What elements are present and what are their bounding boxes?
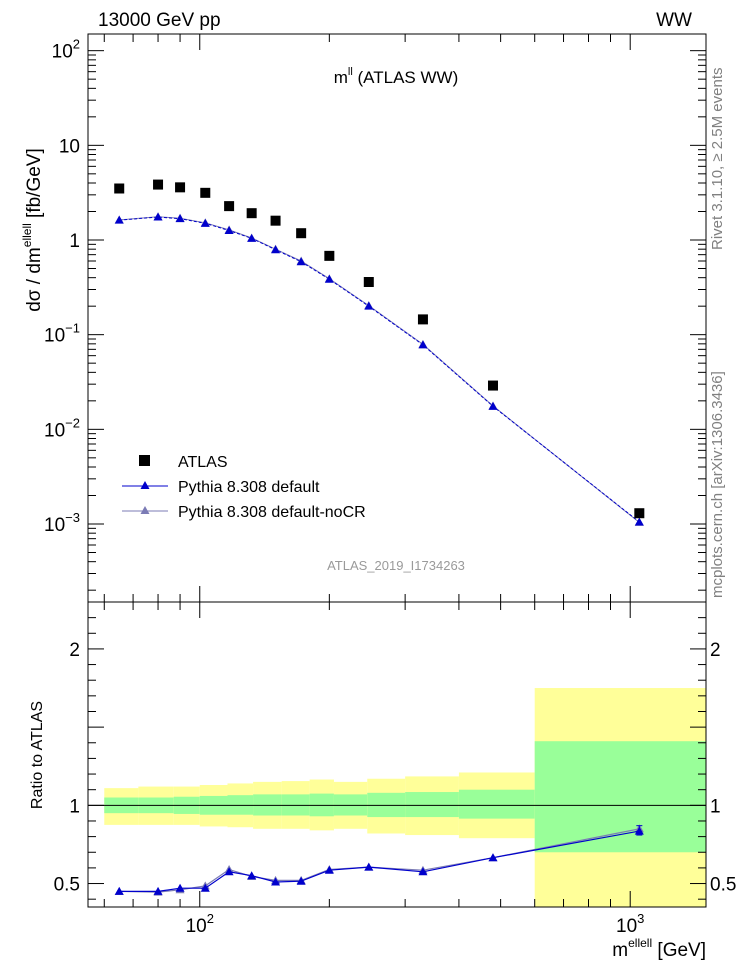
legend-label-atlas: ATLAS <box>178 454 228 471</box>
ratio-marks <box>114 824 644 896</box>
main-point-series-1-6 <box>271 245 281 254</box>
legend-marker-atlas <box>139 455 150 466</box>
ratio-ytick-labels: 0.5 0.5 1 1 2 2 <box>54 640 737 896</box>
main-point-series-1-1 <box>153 212 163 221</box>
main-ytick-label-4: 10−2 <box>44 415 80 441</box>
ratio-ylabel: Ratio to ATLAS <box>29 701 46 809</box>
main-point-series-1-4 <box>224 226 234 235</box>
main-point-atlas-11 <box>487 380 498 391</box>
plot-title: mll (ATLAS WW) <box>334 66 459 87</box>
ratio-point-series-0-5 <box>247 871 257 880</box>
side-text-bottom: mcplots.cern.ch [arXiv:1306.3436] <box>709 371 726 598</box>
ratio-point-series-0-0 <box>114 886 124 895</box>
main-point-atlas-8 <box>324 250 335 261</box>
main-point-atlas-5 <box>246 208 257 219</box>
main-point-series-1-7 <box>296 257 306 266</box>
main-point-atlas-6 <box>270 215 281 226</box>
main-ytick-label-2: 1 <box>69 231 80 252</box>
main-point-series-1-8 <box>324 274 334 283</box>
main-ytick-label-5: 10−3 <box>44 510 80 536</box>
main-point-series-1-9 <box>364 301 374 310</box>
ratio-point-series-0-1 <box>153 886 163 895</box>
legend-label-default: Pythia 8.308 default <box>178 479 320 496</box>
xtick-label-0: 102 <box>186 911 214 937</box>
main-point-atlas-9 <box>363 277 374 288</box>
ratio-panel: 0.5 0.5 1 1 2 2 102 103 Ratio to ATLAS mellell… <box>29 601 737 961</box>
ratio-point-series-0-3 <box>200 883 210 892</box>
ratio-ticks <box>88 601 706 907</box>
main-point-series-1-12 <box>634 517 644 526</box>
xtick-labels: 102 103 <box>186 911 645 937</box>
ratio-ytick-label-left-2: 2 <box>69 640 80 661</box>
ratio-point-series-0-10 <box>418 867 428 876</box>
ratio-bands <box>88 688 706 907</box>
main-ytick-labels: 102 10 1 10−1 10−2 10−3 <box>44 37 80 536</box>
ratio-ytick-label-right-1: 1 <box>710 796 721 817</box>
main-marks <box>114 179 645 526</box>
main-point-series-1-3 <box>200 218 210 227</box>
ratio-ytick-label-left-1: 1 <box>69 796 80 817</box>
ratio-point-series-0-11 <box>488 853 498 862</box>
ratio-point-series-0-9 <box>364 862 374 871</box>
main-point-series-1-2 <box>175 214 185 223</box>
ratio-ytick-label-right-0: 0.5 <box>710 875 736 896</box>
ratio-band-stat-12 <box>534 741 706 853</box>
ratio-ytick-label-left-0: 0.5 <box>54 875 80 896</box>
main-ticks <box>88 34 706 602</box>
main-ytick-label-3: 10−1 <box>44 321 80 347</box>
ratio-point-series-0-4 <box>224 867 234 876</box>
main-point-atlas-0 <box>114 183 125 194</box>
header-left: 13000 GeV pp <box>98 10 221 31</box>
main-point-series-1-11 <box>488 401 498 410</box>
header-right: WW <box>656 10 692 31</box>
ratio-point-series-0-7 <box>296 876 306 885</box>
ratio-frame <box>87 601 707 908</box>
main-point-series-1-10 <box>418 340 428 349</box>
ratio-band-stat-10 <box>405 792 459 818</box>
main-ytick-label-0: 102 <box>52 37 80 63</box>
xlabel: mellell [GeV] <box>612 936 706 961</box>
main-ylabel: dσ / dmellell [fb/GeV] <box>20 148 45 312</box>
main-point-atlas-1 <box>153 179 164 190</box>
ratio-band-stat-11 <box>458 789 535 819</box>
ratio-point-series-0-2 <box>175 883 185 892</box>
legend-marker-default <box>140 481 150 489</box>
main-point-atlas-4 <box>224 201 235 212</box>
legend-marker-nocr <box>140 506 150 514</box>
legend-label-nocr: Pythia 8.308 default-noCR <box>178 504 366 521</box>
main-panel: 102 10 1 10−1 10−2 10−3 mll (ATLAS WW) dσ / d… <box>20 33 707 603</box>
main-ytick-label-1: 10 <box>59 136 80 157</box>
main-point-atlas-10 <box>417 314 428 325</box>
xtick-label-1: 103 <box>616 911 644 937</box>
main-point-atlas-2 <box>175 182 186 193</box>
main-point-series-1-0 <box>114 215 124 224</box>
ratio-ytick-label-right-2: 2 <box>710 640 721 661</box>
side-text-top: Rivet 3.1.10, ≥ 2.5M events <box>709 68 726 251</box>
ratio-point-series-0-8 <box>324 865 334 874</box>
main-point-atlas-7 <box>296 228 307 239</box>
analysis-watermark: ATLAS_2019_I1734263 <box>327 558 465 573</box>
main-point-atlas-3 <box>200 187 211 198</box>
legend: ATLAS Pythia 8.308 default Pythia 8.308 … <box>122 454 366 521</box>
main-point-atlas-12 <box>634 508 645 519</box>
ratio-point-series-0-6 <box>271 877 281 886</box>
main-point-series-1-5 <box>247 233 257 242</box>
